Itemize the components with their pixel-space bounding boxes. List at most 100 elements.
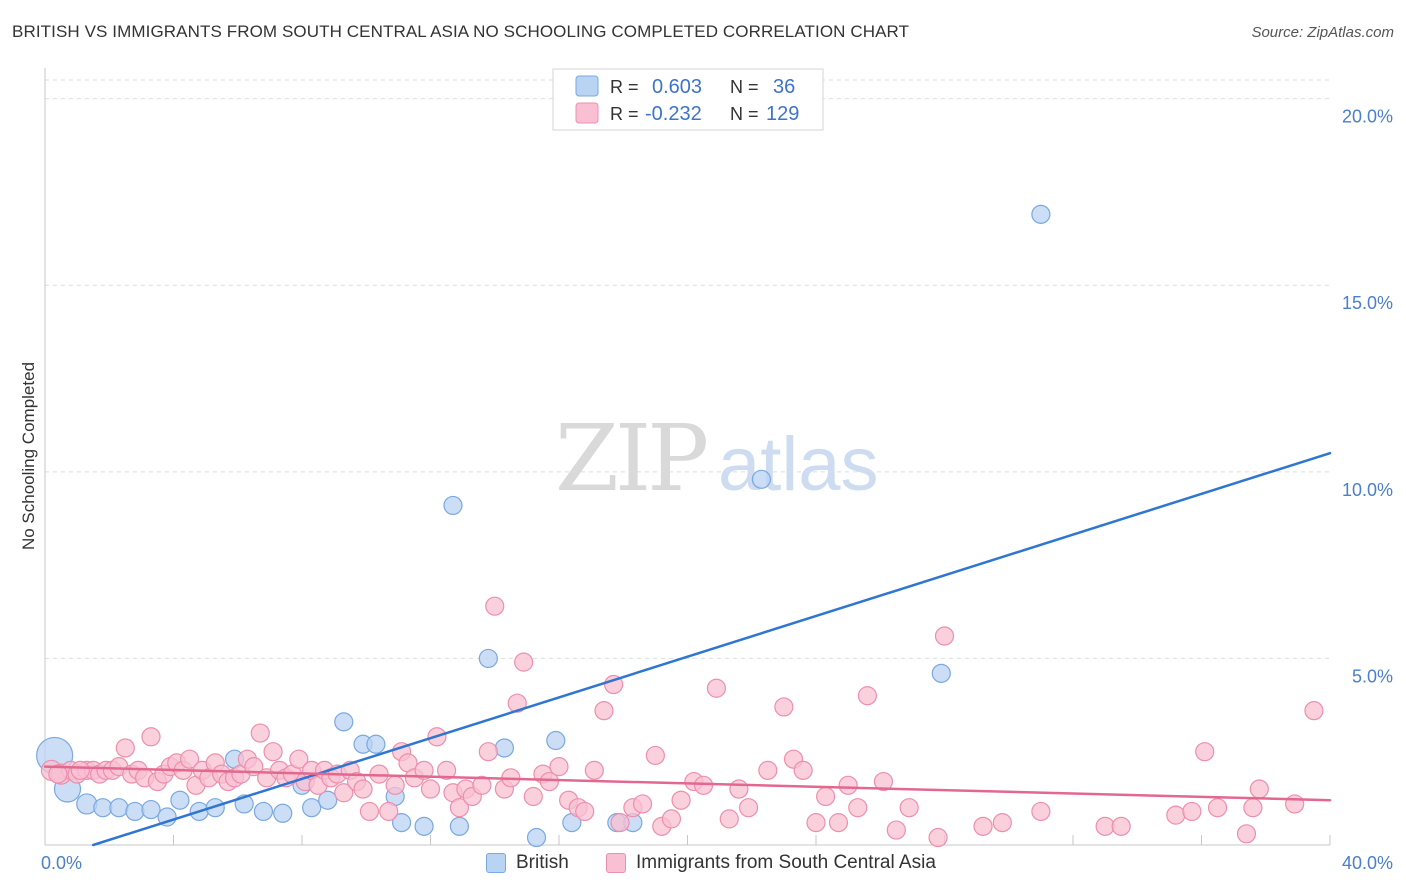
british-point-13	[253, 801, 274, 822]
immigrants-point-65	[485, 596, 505, 616]
immigrants-point-107	[934, 626, 955, 646]
immigrants-point-120	[1285, 794, 1305, 814]
british-point-20	[366, 734, 386, 754]
immigrants-point-86	[671, 790, 691, 810]
immigrants-point-79	[604, 674, 624, 695]
immigrants-point-123	[70, 760, 90, 780]
immigrants-point-119	[1249, 779, 1269, 799]
immigrants-point-101	[848, 798, 868, 818]
y-tick-label-2: 15.0%	[1342, 293, 1393, 313]
y-tick-label-0: 5.0%	[1352, 666, 1393, 686]
british-trend-line	[91, 451, 1332, 847]
immigrants-point-69	[514, 652, 534, 672]
immigrants-point-121	[1304, 701, 1324, 721]
immigrants-point-103	[873, 771, 894, 792]
immigrants-point-89	[706, 678, 727, 698]
immigrants-swatch	[606, 853, 626, 873]
immigrants-point-47	[353, 779, 373, 799]
british-point-17	[318, 790, 338, 810]
british-point-18	[334, 712, 354, 732]
immigrants-point-31	[250, 723, 270, 743]
legend-n-label-immigrants: N =	[730, 104, 759, 124]
british-point-8	[170, 790, 190, 810]
x-tick-label-min: 0.0%	[41, 853, 82, 873]
legend-r-label-british: R =	[610, 77, 639, 97]
immigrants-point-108	[973, 816, 993, 836]
immigrants-point-113	[1166, 805, 1186, 825]
immigrants-point-72	[539, 771, 559, 792]
british-point-24	[443, 495, 463, 516]
immigrants-point-14	[141, 727, 161, 747]
immigrants-point-60	[449, 798, 470, 818]
immigrants-point-77	[584, 760, 604, 780]
immigrants-point-97	[806, 813, 826, 833]
x-tick-labels: 0.0% 40.0%	[41, 853, 1393, 873]
immigrants-point-70	[523, 786, 543, 807]
immigrants-point-76	[575, 801, 595, 822]
trend-lines	[43, 451, 1332, 847]
immigrants-point-94	[774, 697, 794, 717]
y-tick-label-1: 10.0%	[1342, 480, 1393, 500]
immigrants-point-85	[661, 809, 682, 829]
grid-lines	[45, 79, 1330, 659]
immigrants-point-80	[610, 813, 630, 833]
british-point-10	[205, 798, 225, 818]
british-point-29	[546, 730, 566, 751]
immigrants-point-111	[1095, 816, 1115, 836]
immigrants-point-102	[857, 686, 878, 706]
immigrants-point-78	[594, 701, 614, 721]
immigrants-point-20	[179, 749, 200, 769]
immigrants-legend-label: Immigrants from South Central Asia	[636, 852, 936, 873]
british-point-14	[273, 803, 293, 823]
immigrants-point-33	[263, 742, 283, 762]
immigrants-point-118	[1243, 798, 1263, 818]
legend-swatch-immigrants	[575, 102, 599, 124]
immigrants-point-104	[886, 820, 906, 840]
legend-n-label-british: N =	[730, 77, 759, 97]
immigrants-point-116	[1207, 798, 1228, 818]
immigrants-point-48	[359, 801, 380, 822]
british-point-4	[109, 798, 129, 818]
british-point-22	[391, 813, 412, 833]
legend-r-value-immigrants: -0.232	[645, 103, 702, 125]
immigrants-point-114	[1182, 801, 1202, 822]
immigrants-point-68	[507, 693, 527, 713]
british-point-3	[93, 798, 113, 818]
immigrants-point-88	[693, 775, 714, 795]
immigrants-point-91	[729, 779, 749, 799]
british-point-6	[141, 799, 161, 820]
immigrants-point-115	[1195, 742, 1215, 762]
immigrants-point-106	[928, 827, 948, 848]
british-point-23	[414, 816, 434, 836]
british-point-5	[125, 801, 145, 822]
immigrants-point-122	[48, 764, 68, 784]
british-point-26	[478, 648, 498, 669]
immigrants-point-56	[420, 779, 441, 799]
legend-r-value-british: 0.603	[652, 76, 702, 98]
immigrants-point-110	[1031, 801, 1051, 822]
british-point-25	[449, 816, 470, 836]
correlation-legend: R = 0.603 N = 36 R = -0.232 N = 129	[552, 68, 824, 131]
immigrants-point-73	[549, 757, 569, 777]
immigrants-point-109	[992, 813, 1012, 833]
immigrants-point-58	[436, 760, 457, 780]
immigrants-trend-line	[43, 765, 1332, 802]
x-tick-label-max: 40.0%	[1342, 853, 1393, 873]
immigrants-point-51	[385, 775, 405, 795]
immigrants-point-100	[838, 775, 858, 795]
immigrants-point-117	[1236, 824, 1257, 844]
immigrants-point-55	[414, 760, 434, 780]
british-point-16	[302, 798, 322, 818]
source-label: Source: ZipAtlas.com	[1251, 24, 1394, 41]
immigrants-point-96	[793, 760, 813, 780]
immigrants-point-44	[334, 783, 354, 803]
watermark-zip: ZIP	[555, 405, 706, 512]
british-point-27	[494, 738, 514, 758]
immigrants-point-82	[632, 794, 653, 814]
legend-item-immigrants: Immigrants from South Central Asia	[606, 852, 936, 874]
british-point-35	[1031, 204, 1051, 224]
y-tick-labels: 5.0% 10.0% 15.0% 20.0%	[1342, 107, 1393, 687]
immigrants-point-112	[1111, 816, 1131, 836]
british-point-2	[76, 793, 98, 815]
british-point-34	[931, 663, 951, 683]
